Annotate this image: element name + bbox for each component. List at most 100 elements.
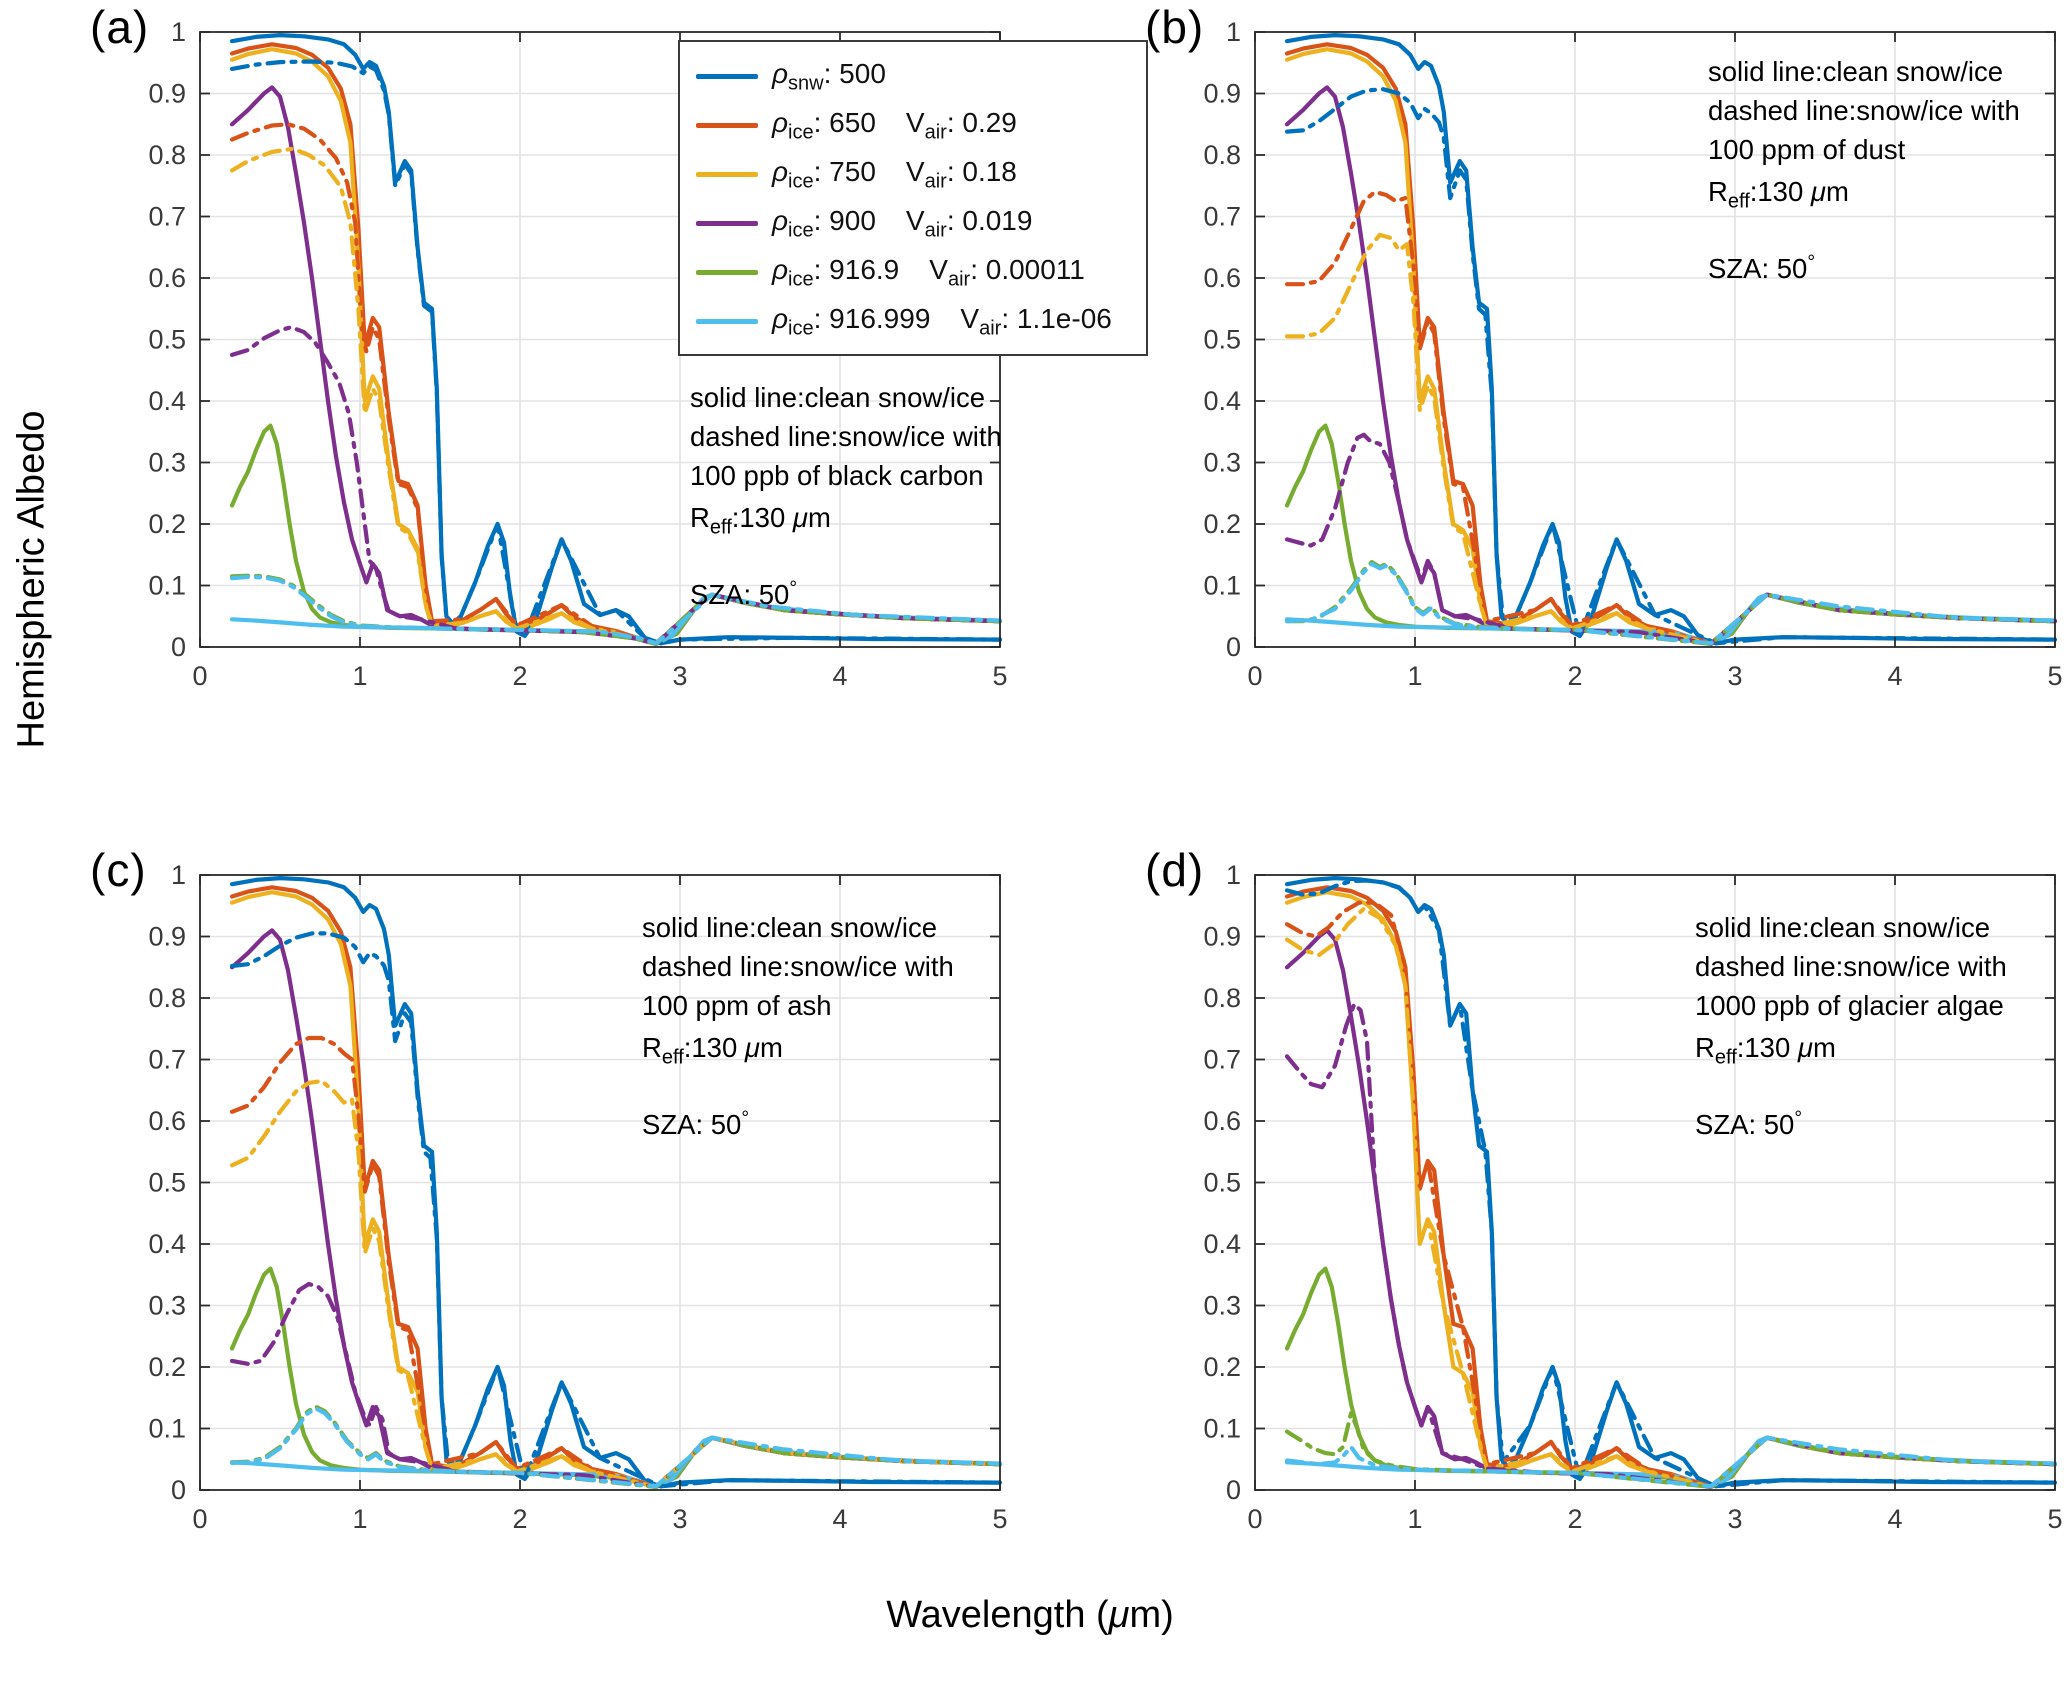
series-yellow-dashed <box>1284 232 2058 646</box>
annotation-line: solid line:clean snow/ice <box>642 912 938 943</box>
annotation-panel-a: solid line:clean snow/ice dashed line:sn… <box>690 378 1002 614</box>
annotation-line: 100 ppm of ash <box>642 990 832 1021</box>
annotation-line: dashed line:snow/ice with <box>1695 951 2007 982</box>
y-tick-label: 0.1 <box>1203 571 1241 601</box>
annotation-sza: SZA: 50° <box>690 577 798 610</box>
annotation-sza: SZA: 50° <box>1695 1107 1803 1140</box>
y-tick-label: 0.6 <box>1203 1106 1241 1136</box>
series-red-dashed <box>1284 189 2058 646</box>
annotation-line: 100 ppm of dust <box>1708 134 1906 165</box>
legend-row: ρsnw: 500 <box>680 52 1146 101</box>
y-tick-label: 0.5 <box>148 325 186 355</box>
legend-label: ρsnw: 500 <box>772 57 886 95</box>
y-tick-label: 0.8 <box>148 140 186 170</box>
y-tick-label: 0 <box>171 632 186 662</box>
annotation-line: dashed line:snow/ice with <box>690 421 1002 452</box>
y-tick-label: 0.6 <box>1203 263 1241 293</box>
y-tick-label: 0.8 <box>1203 140 1241 170</box>
y-tick-label: 0.3 <box>1203 1291 1241 1321</box>
y-tick-label: 0.4 <box>148 386 186 416</box>
legend-label: ρice: 900 Vair: 0.019 <box>772 204 1033 242</box>
legend-swatch-yellow <box>696 172 758 177</box>
y-tick-label: 0.4 <box>148 1229 186 1259</box>
y-tick-label: 0.9 <box>148 922 186 952</box>
x-tick-label: 0 <box>192 661 207 691</box>
legend-swatch-green <box>696 270 758 275</box>
legend-row: ρice: 650 Vair: 0.29 <box>680 101 1146 150</box>
legend-label: ρice: 650 Vair: 0.29 <box>772 106 1017 144</box>
annotation-reff: Reff:130 μm <box>1708 176 1849 213</box>
legend-label: ρice: 916.999 Vair: 1.1e-06 <box>772 302 1112 340</box>
panel-b-plot: 0 1 2 3 4 5 0 0.1 0.2 0.3 0.4 0.5 0.6 0.7 0.8 0.9 1 <box>1203 17 2062 691</box>
y-tick-label: 0.8 <box>148 983 186 1013</box>
annotation-line: 1000 ppb of glacier algae <box>1695 990 2004 1021</box>
y-tick-label: 0.4 <box>1203 1229 1241 1259</box>
y-tick-label: 0.2 <box>1203 509 1241 539</box>
panel-d-plot: 0 1 2 3 4 5 0 0.1 0.2 0.3 0.4 0.5 0.6 0.7 0.8 0.9 1 <box>1203 860 2062 1534</box>
y-tick-label: 0.2 <box>148 1352 186 1382</box>
panel-c-label: (c) <box>90 844 147 896</box>
y-tick-label: 1 <box>171 860 186 890</box>
series-blue-dashed <box>1284 878 2058 1489</box>
legend-swatch-red <box>696 123 758 128</box>
series-blue-dashed <box>1284 87 2058 646</box>
y-tick-label: 0.7 <box>148 202 186 232</box>
legend-swatch-blue <box>696 74 758 79</box>
x-tick-label: 5 <box>992 1504 1007 1534</box>
y-tick-label: 0.9 <box>1203 79 1241 109</box>
annotation-line: dashed line:snow/ice with <box>642 951 954 982</box>
series-yellow-dashed <box>229 1078 1003 1489</box>
x-tick-label: 3 <box>672 661 687 691</box>
x-tick-label: 2 <box>1567 1504 1582 1534</box>
y-tick-label: 1 <box>171 17 186 47</box>
x-tick-label: 3 <box>1727 1504 1742 1534</box>
panel-b-label: (b) <box>1145 1 1205 53</box>
y-tick-label: 0.9 <box>1203 922 1241 952</box>
series-green-dashed <box>1284 1411 2058 1489</box>
x-tick-label: 1 <box>1407 1504 1422 1534</box>
legend-label: ρice: 916.9 Vair: 0.00011 <box>772 253 1085 291</box>
panel-d-label: (d) <box>1145 844 1205 896</box>
x-tick-label: 4 <box>1887 1504 1902 1534</box>
x-tick-label: 3 <box>1727 661 1742 691</box>
panel-c: (c) 0 1 2 3 4 5 0 0.1 0.2 0.3 0.4 0.5 0.6 0.7 0.8 0.9 1 <box>90 843 1060 1555</box>
y-tick-label: 0.2 <box>1203 1352 1241 1382</box>
annotation-panel-b: solid line:clean snow/ice dashed line:sn… <box>1708 52 2020 288</box>
y-tick-label: 0.9 <box>148 79 186 109</box>
x-tick-label: 0 <box>192 1504 207 1534</box>
series-blue-dashed <box>229 59 1003 646</box>
x-tick-label: 4 <box>832 1504 847 1534</box>
annotation-line: solid line:clean snow/ice <box>1695 912 1991 943</box>
panel-a-label: (a) <box>90 1 150 53</box>
x-tick-label: 2 <box>1567 661 1582 691</box>
legend-row: ρice: 750 Vair: 0.18 <box>680 150 1146 199</box>
legend-row: ρice: 916.999 Vair: 1.1e-06 <box>680 297 1146 346</box>
y-tick-label: 0 <box>171 1475 186 1505</box>
x-tick-label: 4 <box>1887 661 1902 691</box>
y-tick-label: 0.1 <box>1203 1414 1241 1444</box>
x-tick-label: 3 <box>672 1504 687 1534</box>
y-tick-label: 0.7 <box>148 1045 186 1075</box>
y-tick-label: 0.7 <box>1203 202 1241 232</box>
x-tick-label: 4 <box>832 661 847 691</box>
legend-row: ρice: 916.9 Vair: 0.00011 <box>680 248 1146 297</box>
y-tick-label: 0 <box>1226 1475 1241 1505</box>
annotation-reff: Reff:130 μm <box>690 502 831 539</box>
y-tick-label: 1 <box>1226 17 1241 47</box>
x-tick-label: 5 <box>2047 1504 2062 1534</box>
x-tick-label: 2 <box>512 1504 527 1534</box>
x-tick-label: 1 <box>1407 661 1422 691</box>
series-cyan-dashed <box>229 574 1003 646</box>
annotation-panel-c: solid line:clean snow/ice dashed line:sn… <box>642 908 954 1144</box>
y-tick-label: 0.4 <box>1203 386 1241 416</box>
annotation-line: 100 ppb of black carbon <box>690 460 984 491</box>
x-tick-label: 1 <box>352 661 367 691</box>
x-axis-label: Wavelength (μm) <box>886 1594 1174 1636</box>
annotation-line: solid line:clean snow/ice <box>1708 56 2004 87</box>
series-blue-dashed <box>229 931 1003 1489</box>
panel-a-plot: 0 1 2 3 4 5 0 0.1 0.2 0.3 0.4 0.5 0.6 0.7 0.8 0.9 1 <box>148 17 1007 691</box>
y-tick-label: 0.6 <box>148 1106 186 1136</box>
y-tick-label: 0.6 <box>148 263 186 293</box>
x-tick-label: 5 <box>992 661 1007 691</box>
panel-a: (a) 0 1 2 3 4 5 0 0.1 0.2 0.3 0.4 0.5 0.6 0.7 0.8 0.9 1 <box>90 0 1060 712</box>
